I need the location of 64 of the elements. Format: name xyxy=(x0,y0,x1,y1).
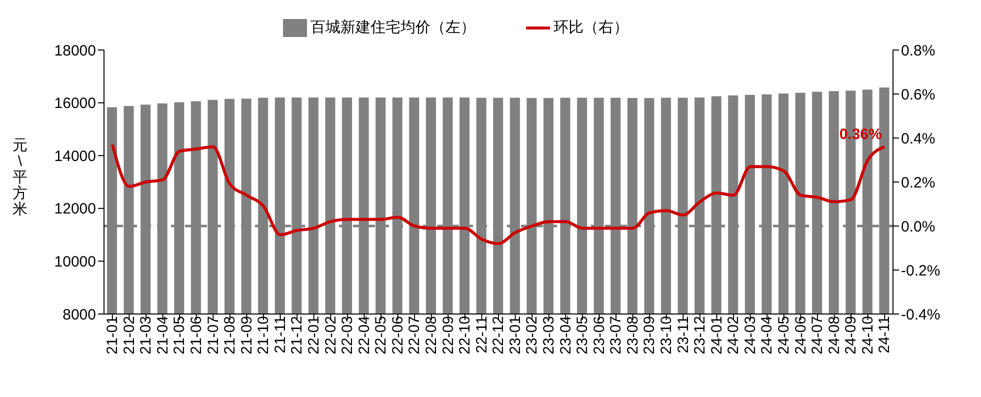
y-tick-label: 14000 xyxy=(54,148,96,165)
x-tick-label: 22-09 xyxy=(440,316,457,354)
x-tick-label: 21-04 xyxy=(154,316,172,354)
x-tick-label: 24-02 xyxy=(725,316,742,354)
x-tick-label: 21-05 xyxy=(171,316,188,354)
x-tick-label: 21-12 xyxy=(288,316,306,354)
x-tick-label: 21-03 xyxy=(138,316,155,354)
x-tick-label: 21-07 xyxy=(204,316,222,354)
legend-label: 环比（右） xyxy=(554,18,628,36)
x-tick-label: 23-02 xyxy=(524,316,541,354)
x-tick-label: 22-04 xyxy=(356,316,373,354)
x-tick-label: 24-07 xyxy=(809,316,826,354)
y-tick-label: 18000 xyxy=(54,42,96,60)
x-tick-label: 22-05 xyxy=(372,316,390,354)
y-tick-label: 12000 xyxy=(54,200,96,218)
y2-tick-label: 0.0% xyxy=(901,218,936,236)
x-tick-label: 24-10 xyxy=(859,316,876,354)
line-series xyxy=(110,143,886,246)
x-tick-label: 24-04 xyxy=(758,316,776,354)
x-tick-label: 24-09 xyxy=(842,316,860,354)
y2-tick-label: -0.4% xyxy=(901,306,940,324)
x-tick-label: 22-08 xyxy=(423,316,440,354)
legend-label: 百城新建住宅均价（左） xyxy=(310,18,476,36)
y-tick-label: 8000 xyxy=(62,306,96,324)
y2-tick-label: 0.4% xyxy=(901,130,936,148)
x-tick-label: 24-06 xyxy=(792,316,810,354)
y2-tick-label: 0.6% xyxy=(901,86,936,104)
y2-tick-label: 0.8% xyxy=(901,42,936,60)
x-tick-label: 22-03 xyxy=(339,316,356,354)
x-tick-label: 23-11 xyxy=(674,316,692,354)
x-tick-label: 23-08 xyxy=(624,316,642,354)
x-tick-label: 22-06 xyxy=(389,316,406,354)
x-tick-label: 23-04 xyxy=(557,316,574,354)
y2-tick-label: 0.2% xyxy=(901,174,936,192)
x-tick-label: 22-01 xyxy=(305,316,322,354)
x-tick-label: 23-03 xyxy=(540,316,558,354)
x-tick-label: 22-11 xyxy=(473,316,490,354)
x-tick-label: 21-06 xyxy=(188,316,205,354)
x-tick-label: 23-06 xyxy=(590,316,608,354)
x-tick-label: 24-05 xyxy=(776,316,793,354)
x-tick-label: 23-09 xyxy=(641,316,658,354)
x-tick-label: 23-07 xyxy=(608,316,625,354)
y2-tick-label: -0.2% xyxy=(901,262,940,280)
x-tick-label: 24-03 xyxy=(742,316,759,354)
x-tick-label: 24-08 xyxy=(826,316,843,354)
x-tick-label: 22-07 xyxy=(406,316,424,354)
x-tick-label: 21-10 xyxy=(255,316,272,354)
x-tick-label: 23-12 xyxy=(692,316,709,354)
y-axis-title: 元\平方米 xyxy=(12,137,28,218)
x-tick-label: 21-09 xyxy=(238,316,256,354)
x-tick-label: 21-11 xyxy=(272,316,289,354)
x-tick-label: 21-08 xyxy=(222,316,239,354)
y-tick-label: 10000 xyxy=(54,254,96,271)
x-tick-label: 22-10 xyxy=(456,316,474,354)
y-tick-label: 16000 xyxy=(54,95,96,112)
x-tick-label: 22-12 xyxy=(490,316,508,354)
x-tick-label: 21-01 xyxy=(104,316,122,354)
x-tick-label: 22-02 xyxy=(322,316,340,354)
x-tick-label: 24-11 xyxy=(876,316,894,354)
x-tick-label: 24-01 xyxy=(708,316,726,354)
x-tick-label: 23-01 xyxy=(506,316,524,354)
x-tick-label: 23-05 xyxy=(574,316,592,354)
x-tick-label: 21-02 xyxy=(120,316,138,354)
x-tick-label: 23-10 xyxy=(658,316,676,354)
